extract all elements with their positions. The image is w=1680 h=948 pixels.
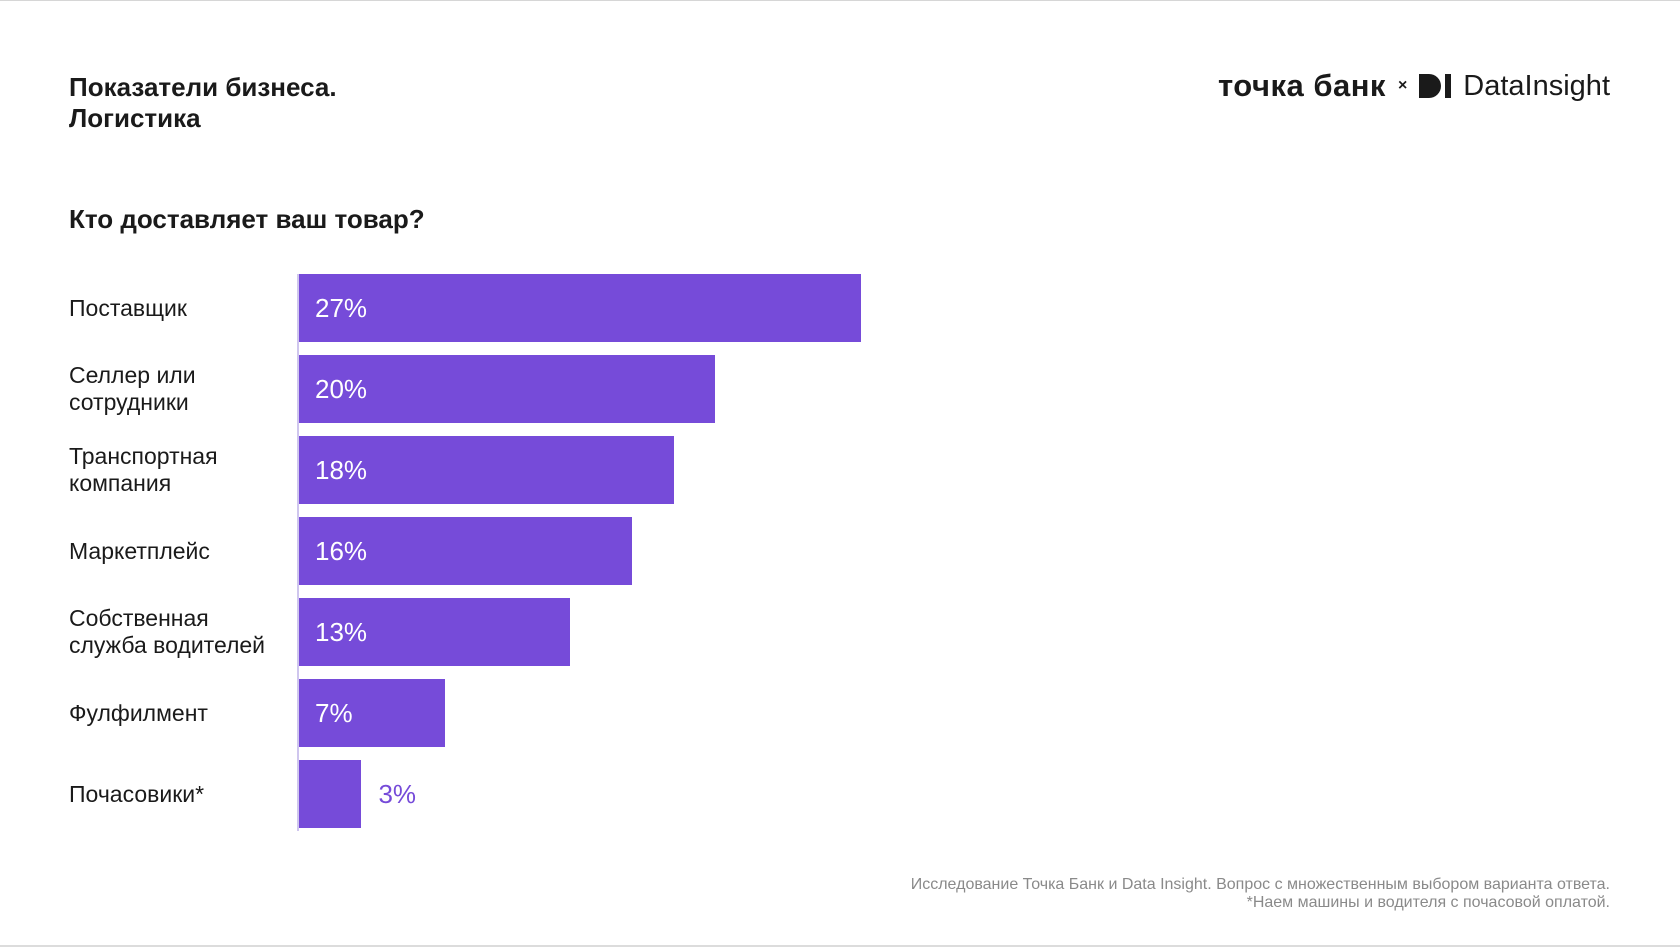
bar [299,355,716,423]
bar [299,274,861,342]
bar [299,760,362,828]
category-label: Фулфилмент [69,700,289,727]
category-label-line: Почасовики* [69,780,205,807]
chart-title: Кто доставляет ваш товар? [69,204,425,234]
top-divider [0,0,1680,1]
data-insight-logo: DataInsight [1463,69,1610,102]
data-label: 7% [315,698,353,728]
bar [299,679,445,747]
y-axis-line [297,274,299,831]
page-title: Показатели бизнеса. Логистика [69,72,337,134]
data-label: 18% [315,455,368,485]
category-label-line: компания [69,470,172,496]
data-label: 13% [315,617,368,647]
category-label: Почасовики* [69,781,289,808]
title-line-2: Логистика [69,103,201,133]
category-label: Селлер или сотрудники [69,362,289,416]
category-label: Собственная служба водителей [69,605,289,659]
category-label-line: Маркетплейс [69,537,210,564]
data-label: 3% [378,779,417,809]
category-label-line: Селлер или [69,362,196,388]
tochka-bank-logo: точка банк [1218,68,1386,103]
title-line-1: Показатели бизнеса. [69,72,337,102]
category-label: Транспортная компания [69,443,289,497]
logo-separator: × [1397,77,1408,94]
category-label-line: Поставщик [69,294,187,321]
bar [299,517,633,585]
category-label-line: Транспортная [69,443,218,469]
bar [299,436,674,504]
data-label: 16% [315,536,368,566]
category-label-line: Собственная [69,605,209,631]
footer-footnote: *Наем машины и водителя с почасовой опла… [1246,894,1610,911]
category-label-line: сотрудники [69,389,189,415]
category-label: Маркетплейс [69,538,289,565]
category-label-line: Фулфилмент [69,699,208,726]
bar [299,598,570,666]
category-label: Поставщик [69,295,289,322]
data-label: 20% [315,374,368,404]
data-label: 27% [315,293,368,323]
category-label-line: служба водителей [69,632,266,658]
data-insight-mark-icon [1419,74,1452,98]
logo: точка банк × DataInsight [1218,68,1610,104]
bottom-divider [0,945,1680,947]
footer-note: Исследование Точка Банк и Data Insight. … [911,876,1610,912]
footer-source: Исследование Точка Банк и Data Insight. … [910,876,1610,893]
